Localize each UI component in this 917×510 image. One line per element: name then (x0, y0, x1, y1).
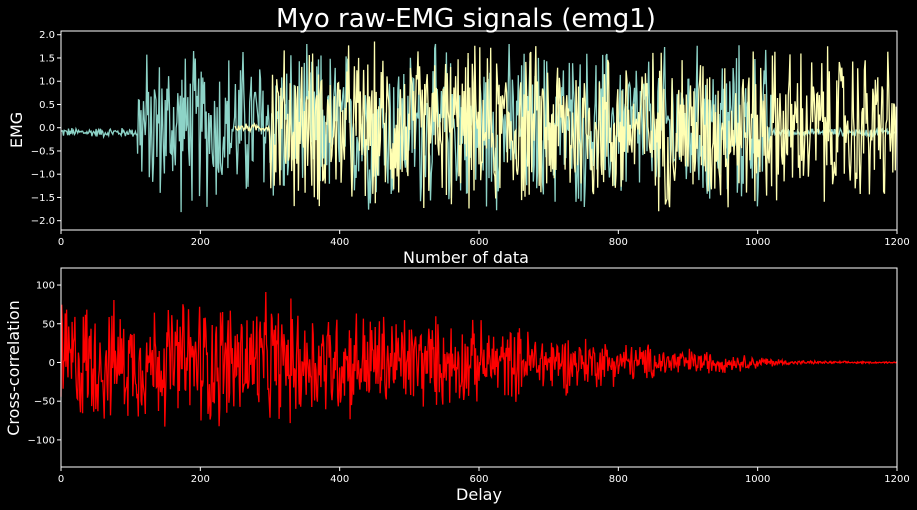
axis-ticks: 0 200 400 600 800 1000 1200 −100 −50 0 50 100 (28, 281, 910, 485)
x-tick-label: 800 (609, 237, 628, 248)
chart-title: Myo raw-EMG signals (emg1) (276, 4, 656, 34)
y-tick-label: 0.5 (39, 100, 55, 111)
plot-frame (60, 267, 898, 468)
x-tick-label: 600 (469, 237, 488, 248)
plot-frame (60, 30, 898, 231)
x-tick-label: 1200 (884, 474, 909, 485)
y-tick-label: 1.0 (39, 77, 55, 88)
y-tick-label: 100 (36, 281, 55, 292)
y-tick-label: 50 (42, 319, 55, 330)
y-axis-label: Cross-correlation (4, 300, 23, 435)
x-tick-label: 1200 (884, 237, 909, 248)
axis-ticks: 0 200 400 600 800 1000 1200 −2.0 −1.5 −1.0 −0.5 0.0… (31, 30, 910, 248)
x-tick-label: 1000 (745, 474, 770, 485)
y-tick-label: −1.5 (31, 193, 55, 204)
x-tick-label: 400 (330, 474, 349, 485)
y-tick-label: −100 (28, 435, 55, 446)
x-axis-label: Delay (456, 485, 502, 504)
y-tick-label: 0.0 (39, 123, 55, 134)
series-line-2 (234, 41, 897, 212)
x-tick-label: 1000 (745, 237, 770, 248)
series-line-1 (60, 291, 898, 427)
y-tick-label: −50 (34, 397, 55, 408)
emg-signal-plot: Myo raw-EMG signals (emg1) Number of dat… (7, 4, 910, 267)
y-tick-label: −1.0 (31, 170, 55, 181)
x-tick-label: 0 (58, 474, 64, 485)
x-tick-label: 400 (330, 237, 349, 248)
x-axis-label: Number of data (403, 248, 529, 267)
x-tick-label: 800 (609, 474, 628, 485)
y-tick-label: −0.5 (31, 146, 55, 157)
series-lines (60, 41, 897, 213)
x-tick-label: 200 (191, 237, 210, 248)
series-lines (60, 291, 898, 427)
y-tick-label: 2.0 (39, 30, 55, 41)
y-tick-label: 0 (49, 358, 55, 369)
cross-correlation-plot: Delay Cross-correlation 0 200 400 600 800 100… (4, 267, 910, 504)
y-tick-label: 1.5 (39, 53, 55, 64)
x-tick-label: 600 (469, 474, 488, 485)
y-axis-label: EMG (7, 112, 26, 148)
y-tick-label: −2.0 (31, 216, 55, 227)
x-tick-label: 200 (191, 474, 210, 485)
x-tick-label: 0 (58, 237, 64, 248)
